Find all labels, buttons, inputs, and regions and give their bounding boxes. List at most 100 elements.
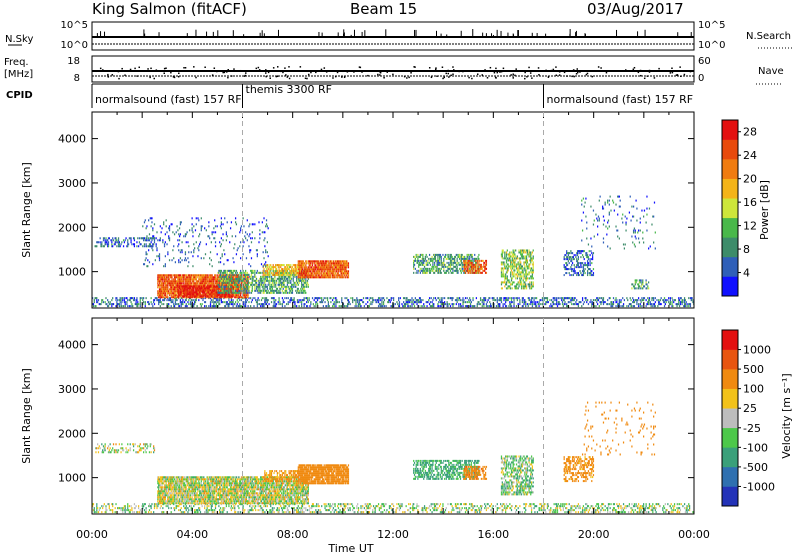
range-gate-cell bbox=[287, 272, 289, 275]
range-gate-cell bbox=[642, 297, 645, 300]
range-gate-cell bbox=[213, 276, 215, 279]
range-gate-cell bbox=[239, 257, 242, 260]
range-gate-cell bbox=[275, 268, 278, 271]
range-gate-cell bbox=[167, 284, 169, 287]
range-gate-cell bbox=[691, 299, 693, 302]
range-gate-cell bbox=[206, 278, 208, 281]
range-gate-cell bbox=[246, 289, 248, 292]
range-gate-cell bbox=[245, 301, 247, 304]
range-gate-cell bbox=[390, 297, 392, 300]
freq-noise-dot bbox=[392, 73, 394, 76]
range-gate-cell bbox=[273, 271, 275, 274]
freq-noise-dot bbox=[223, 71, 226, 74]
range-gate-cell bbox=[304, 291, 306, 294]
range-gate-cell bbox=[444, 263, 446, 266]
range-gate-cell bbox=[224, 277, 227, 280]
range-gate-cell bbox=[301, 268, 303, 271]
range-gate-cell bbox=[305, 291, 307, 294]
range-gate-cell bbox=[200, 257, 202, 260]
range-gate-cell bbox=[674, 299, 677, 302]
range-gate-cell bbox=[209, 301, 212, 304]
range-gate-cell bbox=[107, 245, 109, 248]
range-gate-cell bbox=[279, 277, 281, 280]
range-gate-cell bbox=[181, 284, 183, 287]
range-gate-cell bbox=[132, 297, 134, 300]
range-gate-cell bbox=[95, 297, 97, 300]
range-gate-cell bbox=[170, 294, 172, 297]
range-gate-cell bbox=[359, 303, 361, 306]
range-gate-cell bbox=[260, 291, 262, 294]
range-gate-cell bbox=[220, 291, 222, 294]
range-gate-cell bbox=[245, 286, 247, 289]
range-gate-cell bbox=[551, 305, 553, 308]
range-gate-cell bbox=[337, 266, 340, 269]
range-gate-cell bbox=[204, 278, 207, 281]
range-gate-cell bbox=[630, 305, 632, 308]
range-gate-cell bbox=[192, 265, 194, 268]
range-gate-cell bbox=[283, 301, 285, 304]
range-gate-cell bbox=[229, 271, 231, 274]
range-gate-cell bbox=[356, 297, 358, 300]
range-gate-cell bbox=[279, 270, 281, 273]
range-gate-cell bbox=[431, 255, 433, 258]
range-gate-cell bbox=[322, 305, 325, 308]
range-gate-cell bbox=[265, 277, 268, 280]
range-gate-cell bbox=[180, 289, 182, 292]
range-gate-cell bbox=[285, 297, 288, 300]
range-gate-cell bbox=[257, 279, 259, 282]
range-gate-cell bbox=[303, 287, 305, 290]
range-gate-cell bbox=[101, 241, 103, 244]
range-gate-cell bbox=[557, 301, 559, 304]
range-gate-cell bbox=[184, 274, 187, 277]
range-gate-cell bbox=[232, 282, 234, 285]
range-gate-cell bbox=[264, 287, 266, 290]
range-gate-cell bbox=[602, 299, 604, 302]
range-gate-cell bbox=[179, 291, 182, 294]
range-gate-cell bbox=[140, 243, 142, 246]
range-gate-cell bbox=[237, 284, 239, 287]
range-gate-cell bbox=[188, 296, 191, 299]
range-gate-cell bbox=[193, 225, 195, 228]
range-gate-cell bbox=[240, 279, 243, 282]
range-gate-cell bbox=[175, 297, 177, 300]
range-gate-cell bbox=[321, 260, 323, 263]
range-gate-cell bbox=[280, 270, 282, 273]
range-gate-cell bbox=[406, 297, 408, 300]
range-gate-cell bbox=[297, 272, 299, 275]
range-gate-cell bbox=[190, 284, 192, 287]
range-gate-cell bbox=[250, 271, 253, 274]
range-gate-cell bbox=[145, 251, 147, 254]
range-gate-cell bbox=[196, 274, 198, 277]
range-gate-cell bbox=[254, 269, 256, 272]
freq-noise bbox=[95, 66, 692, 80]
range-gate-cell bbox=[668, 301, 670, 304]
range-gate-cell bbox=[513, 301, 515, 304]
range-gate-cell bbox=[331, 272, 334, 275]
range-gate-cell bbox=[235, 290, 238, 293]
range-gate-cell bbox=[238, 305, 240, 308]
range-gate-cell bbox=[339, 266, 341, 269]
range-gate-cell bbox=[143, 301, 145, 304]
range-gate-cell bbox=[686, 303, 688, 306]
range-gate-cell bbox=[636, 303, 638, 306]
range-gate-cell bbox=[690, 297, 692, 300]
range-gate-cell bbox=[572, 299, 574, 302]
range-gate-cell bbox=[226, 291, 228, 294]
range-gate-cell bbox=[187, 278, 189, 281]
range-gate-cell bbox=[110, 239, 112, 242]
range-gate-cell bbox=[242, 245, 244, 248]
range-gate-cell bbox=[215, 305, 217, 308]
range-gate-cell bbox=[237, 279, 239, 282]
range-gate-cell bbox=[304, 303, 306, 306]
range-gate-cell bbox=[166, 286, 168, 289]
range-gate-cell bbox=[154, 297, 156, 300]
range-gate-cell bbox=[287, 303, 289, 306]
range-gate-cell bbox=[161, 276, 163, 279]
range-gate-cell bbox=[229, 301, 231, 304]
range-gate-cell bbox=[264, 301, 266, 304]
range-gate-cell bbox=[275, 272, 278, 275]
range-gate-cell bbox=[265, 265, 267, 268]
range-gate-cell bbox=[341, 260, 343, 263]
range-gate-cell bbox=[251, 285, 253, 288]
range-gate-cell bbox=[152, 243, 154, 246]
